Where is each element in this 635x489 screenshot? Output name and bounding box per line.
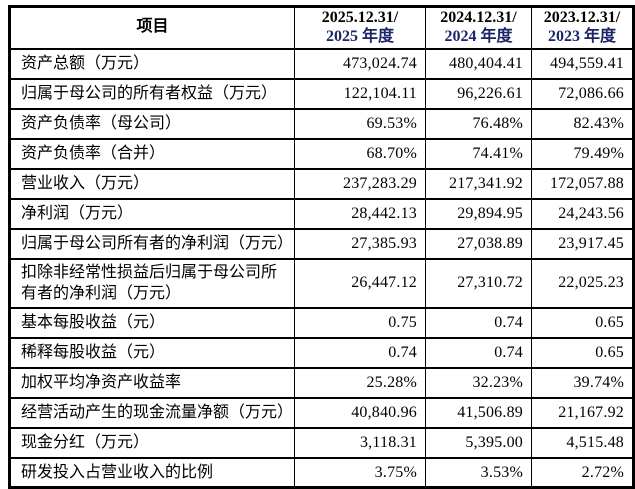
table-row: 归属于母公司所有者的净利润（万元） 27,385.93 27,038.89 23,91… <box>9 227 634 260</box>
table-row: 研发投入占营业收入的比例 3.75% 3.53% 2.72% <box>9 456 634 489</box>
value-cell: 68.70% <box>294 137 426 170</box>
period-year-line: 2024 年度 <box>444 27 513 45</box>
value-cell: 72,086.66 <box>531 77 634 110</box>
value-cell: 27,310.72 <box>425 257 532 309</box>
row-label-cell: 现金分红（万元） <box>9 426 295 459</box>
value-cell: 3.75% <box>294 456 426 489</box>
value-cell: 494,559.41 <box>531 47 634 80</box>
column-header-period-1: 2024.12.31/2024 年度 <box>425 5 532 50</box>
value-cell: 25.28% <box>294 366 426 399</box>
value-cell: 5,395.00 <box>425 426 532 459</box>
row-label-cell: 资产负债率（合并） <box>9 137 295 170</box>
value-cell: 473,024.74 <box>294 47 426 80</box>
row-label-cell: 净利润（万元） <box>9 197 295 230</box>
value-cell: 29,894.95 <box>425 197 532 230</box>
value-cell: 0.74 <box>425 306 532 339</box>
value-cell: 0.74 <box>294 336 426 369</box>
row-label-cell: 资产总额（万元） <box>9 47 295 80</box>
period-date-line: 2024.12.31/ <box>440 9 517 26</box>
value-cell: 69.53% <box>294 107 426 140</box>
table-row: 扣除非经常性损益后归属于母公司所有者的净利润（万元） 26,447.12 27,31… <box>9 257 634 309</box>
value-cell: 39.74% <box>531 366 634 399</box>
table-row: 营业收入（万元） 237,283.29 217,341.92 172,057.88 <box>9 167 634 200</box>
column-header-period-0: 2025.12.31/2025 年度 <box>294 5 426 50</box>
row-label-cell: 经营活动产生的现金流量净额（万元） <box>9 396 295 429</box>
value-cell: 217,341.92 <box>425 167 532 200</box>
value-cell: 82.43% <box>531 107 634 140</box>
table-row: 经营活动产生的现金流量净额（万元） 40,840.96 41,506.89 21,16… <box>9 396 634 429</box>
value-cell: 4,515.48 <box>531 426 634 459</box>
table-row: 资产总额（万元） 473,024.74 480,404.41 494,559.41 <box>9 47 634 80</box>
value-cell: 172,057.88 <box>531 167 634 200</box>
value-cell: 27,385.93 <box>294 227 426 260</box>
row-label-cell: 营业收入（万元） <box>9 167 295 200</box>
value-cell: 23,917.45 <box>531 227 634 260</box>
table-row: 净利润（万元） 28,442.13 29,894.95 24,243.56 <box>9 197 634 230</box>
table-row: 资产负债率（母公司） 69.53% 76.48% 82.43% <box>9 107 634 140</box>
financial-summary-table: 项目 2025.12.31/2025 年度 2024.12.31/2024 年度 2… <box>8 5 635 489</box>
value-cell: 79.49% <box>531 137 634 170</box>
value-cell: 480,404.41 <box>425 47 532 80</box>
row-label-cell: 加权平均净资产收益率 <box>9 366 295 399</box>
value-cell: 3,118.31 <box>294 426 426 459</box>
table-row: 归属于母公司的所有者权益（万元） 122,104.11 96,226.61 72,08… <box>9 77 634 110</box>
table-row: 现金分红（万元） 3,118.31 5,395.00 4,515.48 <box>9 426 634 459</box>
value-cell: 96,226.61 <box>425 77 532 110</box>
period-year-line: 2025 年度 <box>325 27 394 45</box>
value-cell: 27,038.89 <box>425 227 532 260</box>
table-row: 资产负债率（合并） 68.70% 74.41% 79.49% <box>9 137 634 170</box>
value-cell: 21,167.92 <box>531 396 634 429</box>
value-cell: 0.65 <box>531 306 634 339</box>
row-label-cell: 扣除非经常性损益后归属于母公司所有者的净利润（万元） <box>9 257 295 309</box>
value-cell: 32.23% <box>425 366 532 399</box>
period-year-line: 2023 年度 <box>547 27 616 45</box>
table-row: 加权平均净资产收益率 25.28% 32.23% 39.74% <box>9 366 634 399</box>
financial-summary-table-container: 项目 2025.12.31/2025 年度 2024.12.31/2024 年度 2… <box>8 5 635 489</box>
value-cell: 237,283.29 <box>294 167 426 200</box>
value-cell: 26,447.12 <box>294 257 426 309</box>
column-header-period-2: 2023.12.31/2023 年度 <box>531 5 634 50</box>
value-cell: 2.72% <box>531 456 634 489</box>
value-cell: 3.53% <box>425 456 532 489</box>
table-row: 稀释每股收益（元） 0.74 0.74 0.65 <box>9 336 634 369</box>
value-cell: 22,025.23 <box>531 257 634 309</box>
value-cell: 0.75 <box>294 306 426 339</box>
period-date-line: 2025.12.31/ <box>321 9 399 26</box>
value-cell: 24,243.56 <box>531 197 634 230</box>
row-label-cell: 研发投入占营业收入的比例 <box>9 456 295 489</box>
table-row: 基本每股收益（元） 0.75 0.74 0.65 <box>9 306 634 339</box>
column-header-item: 项目 <box>9 5 295 50</box>
value-cell: 74.41% <box>425 137 532 170</box>
row-label-cell: 归属于母公司所有者的净利润（万元） <box>9 227 295 260</box>
period-date-line: 2023.12.31/ <box>543 9 621 26</box>
value-cell: 0.74 <box>425 336 532 369</box>
row-label-cell: 基本每股收益（元） <box>9 306 295 339</box>
row-label-cell: 稀释每股收益（元） <box>9 336 295 369</box>
value-cell: 0.65 <box>531 336 634 369</box>
value-cell: 28,442.13 <box>294 197 426 230</box>
header-row: 项目 2025.12.31/2025 年度 2024.12.31/2024 年度 2… <box>9 5 634 50</box>
row-label-cell: 资产负债率（母公司） <box>9 107 295 140</box>
row-label-cell: 归属于母公司的所有者权益（万元） <box>9 77 295 110</box>
value-cell: 40,840.96 <box>294 396 426 429</box>
value-cell: 122,104.11 <box>294 77 426 110</box>
value-cell: 76.48% <box>425 107 532 140</box>
value-cell: 41,506.89 <box>425 396 532 429</box>
